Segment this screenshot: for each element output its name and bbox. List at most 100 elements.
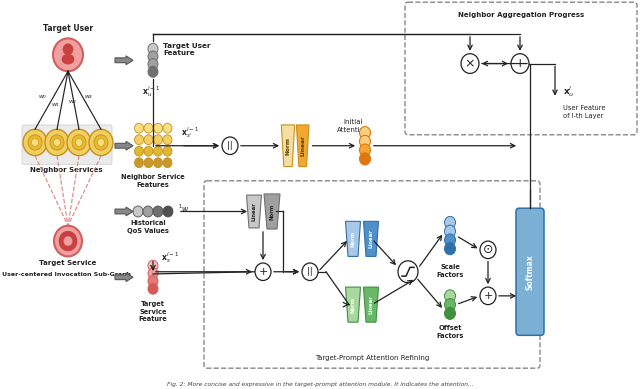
- Circle shape: [445, 225, 456, 237]
- FancyArrow shape: [115, 207, 133, 216]
- Circle shape: [255, 263, 271, 280]
- Circle shape: [144, 123, 153, 133]
- Polygon shape: [364, 221, 378, 256]
- Text: Neighbor Aggregation Progress: Neighbor Aggregation Progress: [458, 12, 584, 18]
- Circle shape: [53, 39, 83, 71]
- Circle shape: [154, 135, 163, 145]
- Circle shape: [28, 135, 42, 150]
- Circle shape: [54, 138, 61, 146]
- FancyArrow shape: [115, 141, 133, 150]
- Text: User-centered Invocation Sub-Graph: User-centered Invocation Sub-Graph: [1, 272, 131, 277]
- Polygon shape: [346, 287, 360, 322]
- Circle shape: [94, 135, 108, 150]
- Circle shape: [445, 307, 456, 319]
- Polygon shape: [364, 287, 378, 322]
- Polygon shape: [246, 195, 262, 228]
- Text: Norm: Norm: [351, 231, 355, 247]
- Text: Initial
Attention: Initial Attention: [337, 119, 369, 133]
- Text: Softmax: Softmax: [525, 254, 534, 290]
- Circle shape: [148, 43, 158, 54]
- Circle shape: [163, 146, 172, 156]
- Circle shape: [45, 129, 69, 156]
- Polygon shape: [264, 194, 280, 229]
- Circle shape: [23, 129, 47, 156]
- Text: w₀: w₀: [38, 94, 46, 99]
- Ellipse shape: [62, 54, 74, 64]
- Circle shape: [148, 275, 158, 287]
- Circle shape: [144, 135, 153, 145]
- Text: $\mathbf{x}_u^{l-1}$: $\mathbf{x}_u^{l-1}$: [142, 84, 160, 99]
- Text: w₂: w₂: [68, 100, 76, 104]
- Text: User Feature
of l-th Layer: User Feature of l-th Layer: [563, 105, 605, 119]
- Circle shape: [153, 206, 163, 217]
- Circle shape: [67, 129, 91, 156]
- Circle shape: [134, 135, 143, 145]
- Text: Neighbor Services: Neighbor Services: [29, 166, 102, 173]
- Circle shape: [144, 146, 153, 156]
- Circle shape: [133, 206, 143, 217]
- Circle shape: [360, 126, 371, 138]
- Text: Target User
Feature: Target User Feature: [163, 43, 211, 56]
- Circle shape: [445, 216, 456, 228]
- Text: +: +: [515, 57, 525, 70]
- Text: Historical
QoS Values: Historical QoS Values: [127, 220, 169, 234]
- Circle shape: [134, 146, 143, 156]
- Circle shape: [445, 234, 456, 246]
- Text: +: +: [483, 291, 493, 301]
- Text: Linear: Linear: [252, 202, 257, 221]
- Text: Target-Prompt Attention Refining: Target-Prompt Attention Refining: [315, 354, 429, 361]
- Circle shape: [398, 261, 418, 283]
- Circle shape: [89, 129, 113, 156]
- Circle shape: [154, 158, 163, 168]
- Circle shape: [63, 44, 73, 55]
- Text: $\mathbf{x}_u^l$: $\mathbf{x}_u^l$: [563, 84, 575, 100]
- Circle shape: [360, 144, 371, 156]
- Text: Neighbor Service
Features: Neighbor Service Features: [121, 174, 185, 188]
- FancyBboxPatch shape: [516, 208, 544, 335]
- Circle shape: [143, 206, 153, 217]
- Text: w₁: w₁: [51, 102, 59, 107]
- Circle shape: [302, 263, 318, 280]
- FancyArrow shape: [115, 56, 133, 65]
- Text: Linear: Linear: [369, 230, 374, 248]
- Circle shape: [148, 268, 158, 279]
- Circle shape: [50, 135, 64, 150]
- Text: ⊙: ⊙: [483, 244, 493, 256]
- Circle shape: [148, 51, 158, 62]
- Circle shape: [163, 158, 172, 168]
- Circle shape: [31, 138, 38, 146]
- Circle shape: [76, 138, 83, 146]
- Circle shape: [222, 137, 238, 154]
- Circle shape: [148, 66, 158, 77]
- Circle shape: [163, 123, 172, 133]
- Circle shape: [134, 123, 143, 133]
- Text: $\mathbf{x}_{s'}^{l-1}$: $\mathbf{x}_{s'}^{l-1}$: [181, 125, 199, 140]
- Circle shape: [148, 260, 158, 271]
- Text: w₃: w₃: [84, 94, 92, 99]
- Circle shape: [360, 153, 371, 165]
- Polygon shape: [282, 125, 294, 166]
- Circle shape: [480, 287, 496, 305]
- Text: Norm: Norm: [351, 296, 355, 313]
- Circle shape: [134, 158, 143, 168]
- Circle shape: [480, 241, 496, 259]
- Circle shape: [511, 54, 529, 74]
- Text: ||: ||: [307, 267, 313, 276]
- Circle shape: [97, 138, 104, 146]
- Circle shape: [63, 236, 72, 246]
- Text: Linear: Linear: [369, 295, 374, 314]
- Circle shape: [445, 290, 456, 302]
- Circle shape: [360, 135, 371, 147]
- Circle shape: [54, 226, 82, 256]
- Text: Linear: Linear: [300, 135, 305, 156]
- Text: Target User: Target User: [43, 24, 93, 33]
- Text: Scale
Factors: Scale Factors: [436, 264, 464, 278]
- Circle shape: [144, 158, 153, 168]
- Circle shape: [445, 243, 456, 255]
- Circle shape: [148, 59, 158, 70]
- Circle shape: [461, 54, 479, 74]
- Polygon shape: [296, 125, 309, 166]
- Text: $^1w$: $^1w$: [178, 203, 190, 216]
- Circle shape: [445, 299, 456, 311]
- Text: ×: ×: [465, 57, 476, 70]
